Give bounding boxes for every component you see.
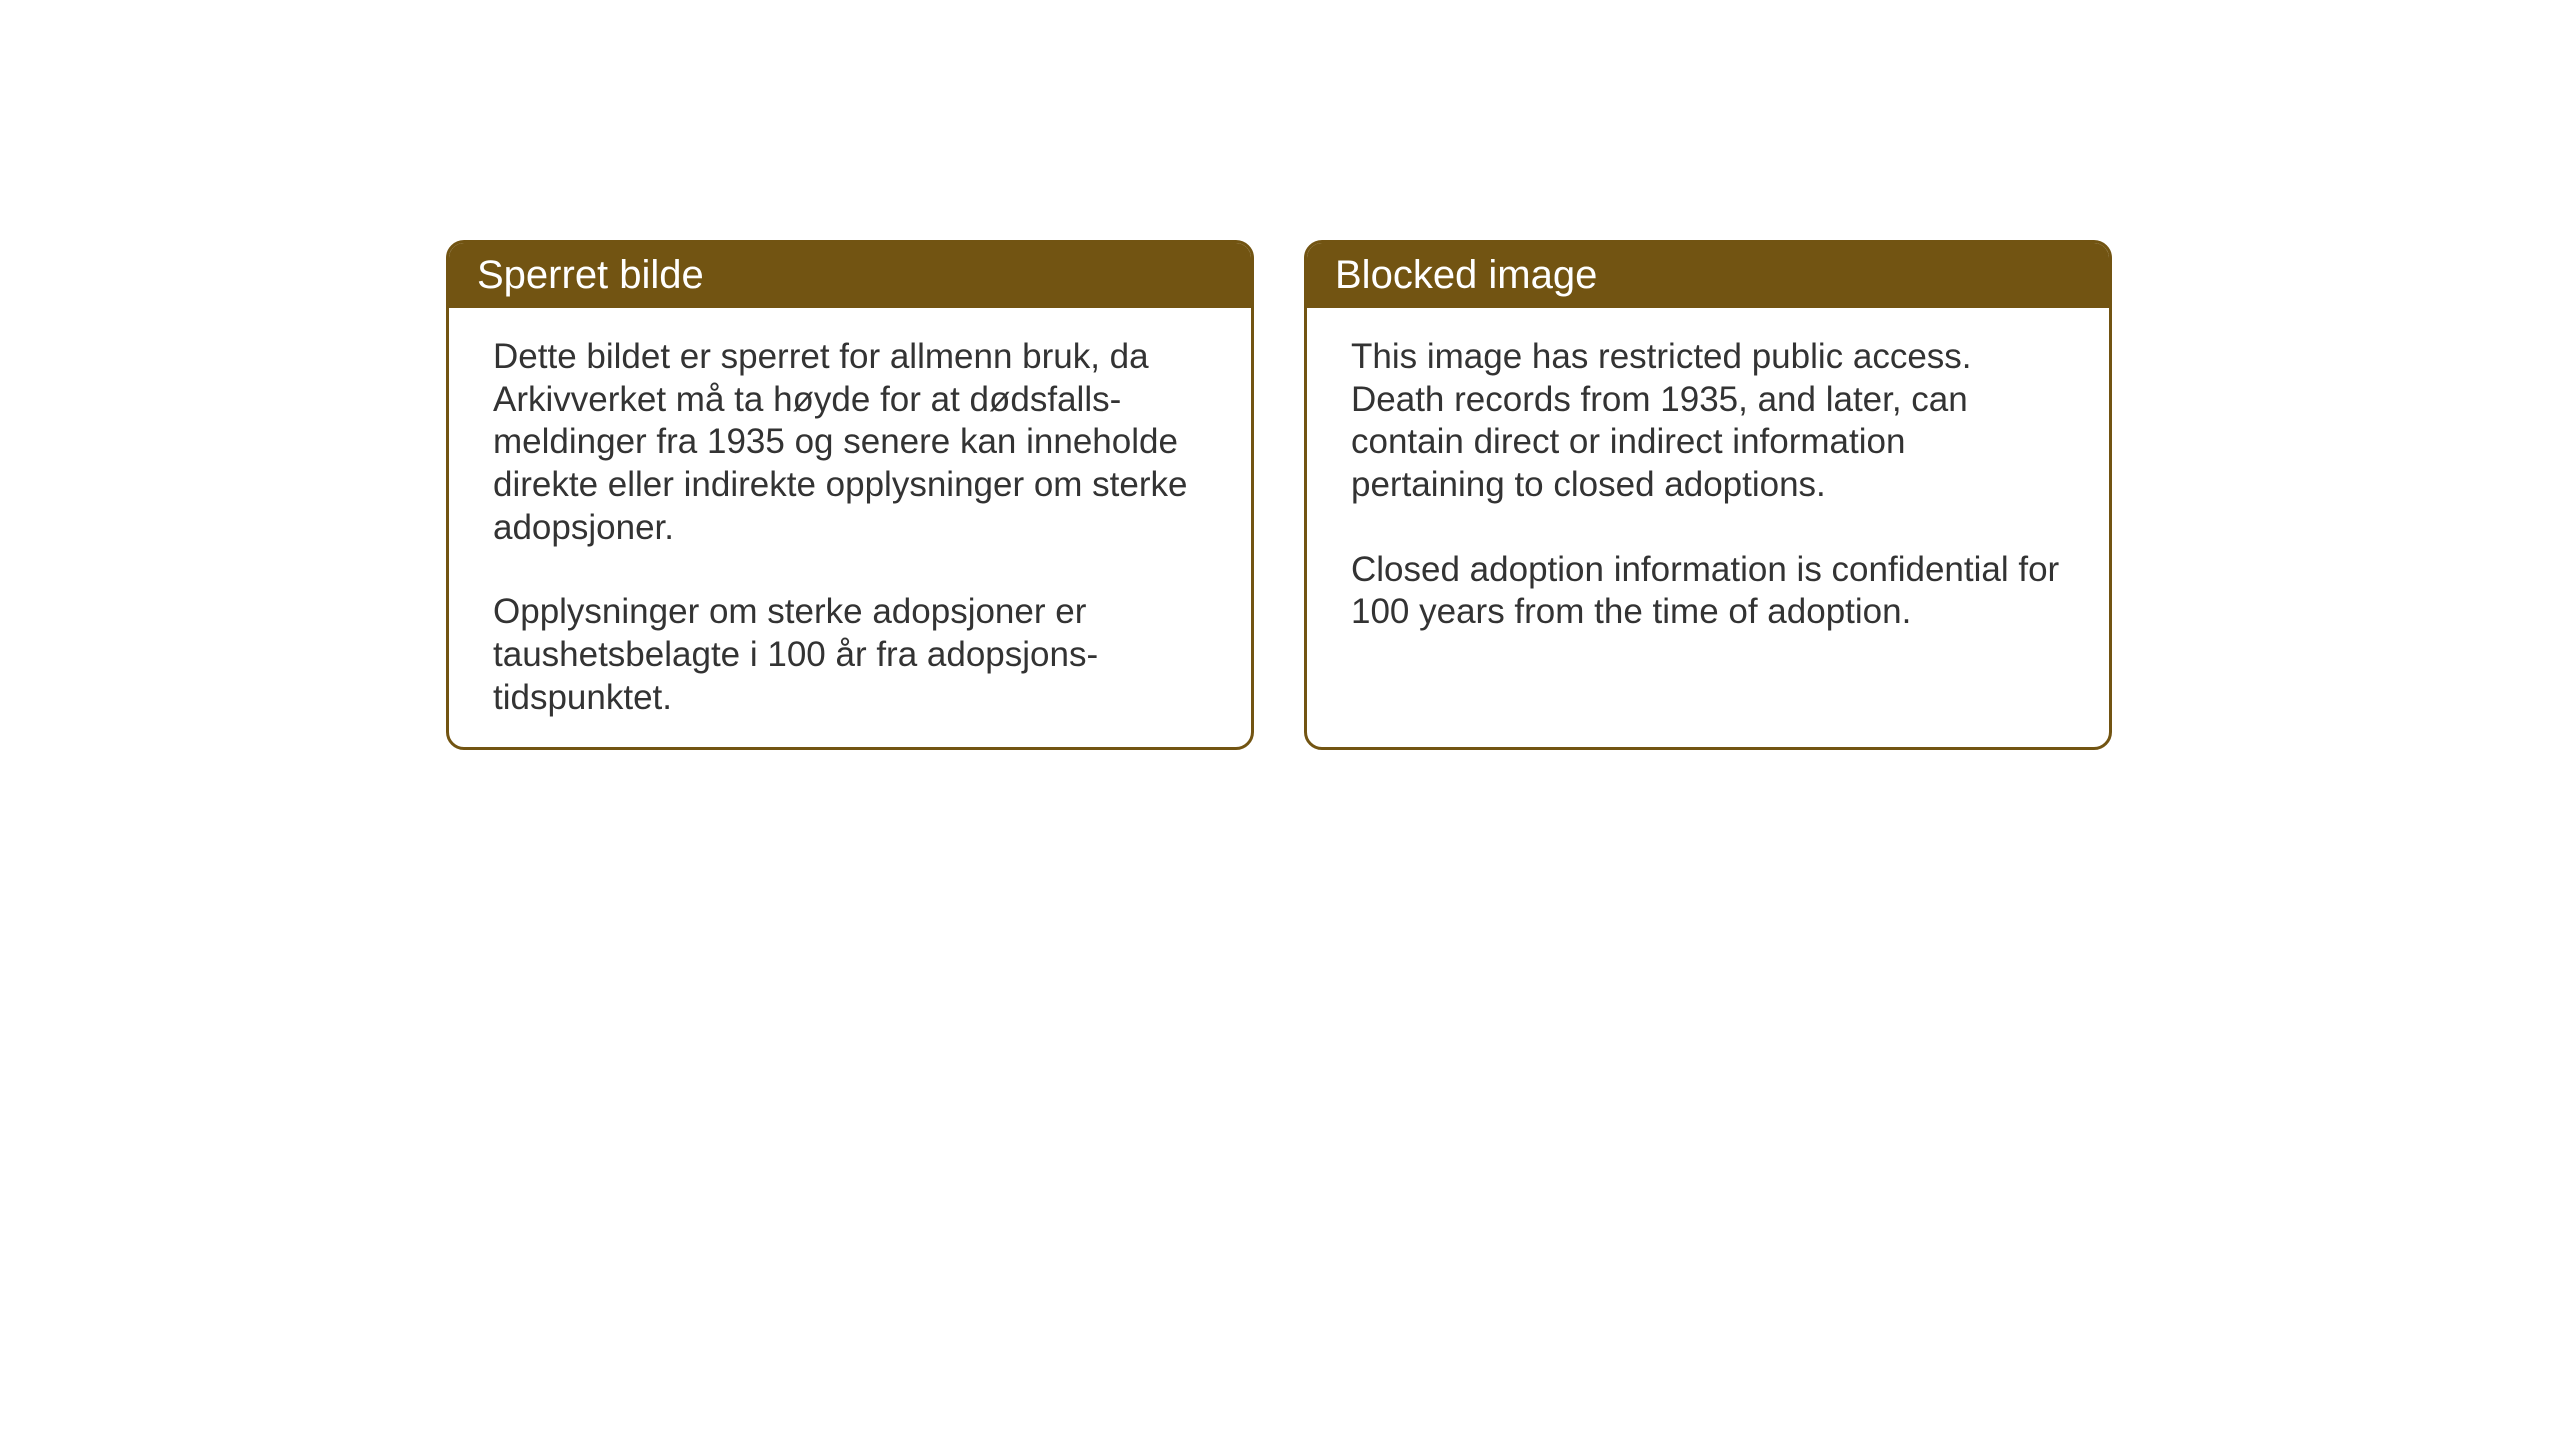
english-notice-card: Blocked image This image has restricted … <box>1304 240 2112 750</box>
english-paragraph-1: This image has restricted public access.… <box>1351 336 2065 507</box>
english-paragraph-2: Closed adoption information is confident… <box>1351 549 2065 634</box>
norwegian-card-body: Dette bildet er sperret for allmenn bruk… <box>449 308 1251 750</box>
english-card-title: Blocked image <box>1307 243 2109 308</box>
notice-container: Sperret bilde Dette bildet er sperret fo… <box>0 0 2560 750</box>
norwegian-card-title: Sperret bilde <box>449 243 1251 308</box>
english-card-body: This image has restricted public access.… <box>1307 308 2109 674</box>
norwegian-notice-card: Sperret bilde Dette bildet er sperret fo… <box>446 240 1254 750</box>
norwegian-paragraph-1: Dette bildet er sperret for allmenn bruk… <box>493 336 1207 549</box>
norwegian-paragraph-2: Opplysninger om sterke adopsjoner er tau… <box>493 591 1207 719</box>
